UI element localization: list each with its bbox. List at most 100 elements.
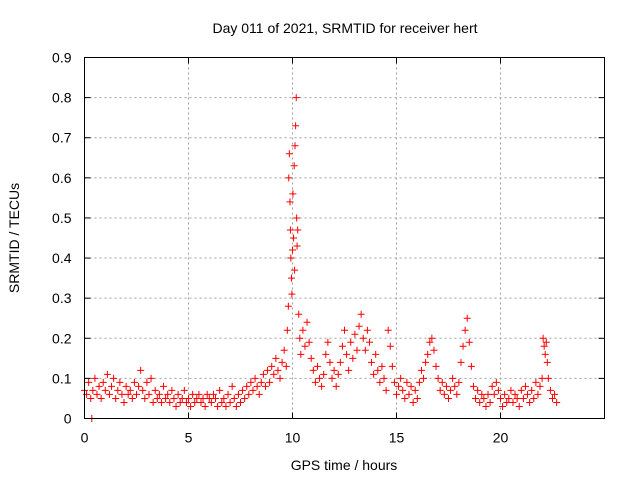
data-point [542,338,550,346]
data-point [528,386,536,394]
data-point [207,398,215,406]
data-point [328,374,336,382]
data-point [320,370,328,378]
data-point [176,398,184,406]
data-point [193,394,201,402]
data-point [272,354,280,362]
data-point [415,378,423,386]
data-point [101,386,109,394]
y-tick-label: 0.8 [52,90,72,106]
data-point [228,382,236,390]
data-point [108,382,116,390]
data-point [538,374,546,382]
data-point [543,358,551,366]
data-point [316,374,324,382]
data-point [287,274,295,282]
data-point [178,394,186,402]
data-point [220,394,228,402]
data-point [430,346,438,354]
data-point [249,386,257,394]
data-point [151,386,159,394]
data-point [99,378,107,386]
data-point [153,394,161,402]
data-point [345,366,353,374]
data-point [130,378,138,386]
data-point [261,382,269,390]
data-point [539,334,547,342]
data-point [336,358,344,366]
y-tick-label: 0.4 [52,250,72,266]
data-point [216,386,224,394]
data-point [426,338,434,346]
data-point [180,386,188,394]
data-point [546,386,554,394]
data-point [162,394,170,402]
data-point [296,334,304,342]
data-point [401,394,409,402]
data-point [291,266,299,274]
data-point [307,354,315,362]
data-point [268,362,276,370]
data-point [467,362,475,370]
data-point [174,390,182,398]
data-point [405,390,413,398]
data-point [494,386,502,394]
data-point [434,374,442,382]
data-point [137,366,145,374]
data-point [285,150,293,158]
data-point [368,358,376,366]
data-point [89,386,97,394]
data-point [197,398,205,406]
grid [84,57,605,419]
data-point [284,302,292,310]
data-point [290,162,298,170]
data-point [278,358,286,366]
data-point [469,382,477,390]
data-point [524,390,532,398]
data-point [141,394,149,402]
data-point [390,378,398,386]
data-point [536,382,544,390]
data-point [297,350,305,358]
data-point [209,390,217,398]
data-point [291,142,299,150]
data-point [292,122,300,130]
data-point [91,374,99,382]
data-point [465,338,473,346]
data-point [114,386,122,394]
data-point [409,398,417,406]
data-point [326,358,334,366]
data-point [251,374,259,382]
data-point [376,378,384,386]
data-point [499,402,507,410]
data-point [85,378,93,386]
data-point [182,398,190,406]
data-point [515,402,523,410]
data-point [413,394,421,402]
data-point [286,226,294,234]
data-point [370,370,378,378]
data-point [95,382,103,390]
data-point [266,378,274,386]
data-point [120,398,128,406]
data-point [374,366,382,374]
data-point [484,390,492,398]
data-point [459,342,467,350]
y-tick-label: 0.6 [52,170,72,186]
data-point [241,394,249,402]
data-point [189,390,197,398]
y-tick-label: 0.7 [52,130,72,146]
data-point [226,398,234,406]
data-point [245,390,253,398]
data-point [199,394,207,402]
data-point [549,394,556,402]
data-point [170,394,178,402]
data-point [293,214,301,222]
data-point [139,386,147,394]
data-point [530,394,538,402]
data-point [388,362,396,370]
data-point [309,366,317,374]
data-point [237,398,244,406]
data-point [478,390,486,398]
